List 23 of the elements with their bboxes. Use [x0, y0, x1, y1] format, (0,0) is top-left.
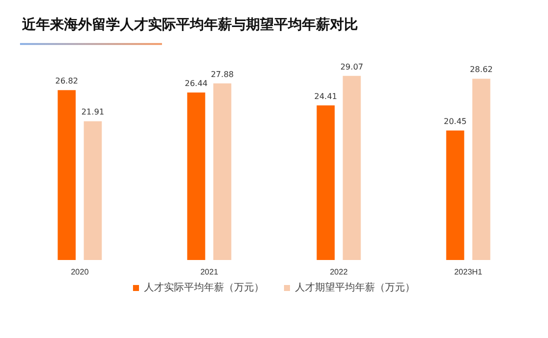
x-tick-label: 2020 — [70, 268, 90, 276]
bar — [187, 92, 206, 260]
x-tick-label: 2023H1 — [454, 268, 483, 276]
bar — [316, 105, 335, 260]
data-label: 27.88 — [210, 70, 234, 79]
bar — [213, 83, 232, 260]
data-label: 21.91 — [81, 108, 104, 117]
bar — [58, 90, 76, 260]
chart-title: 近年来海外留学人才实际平均年薪与期望平均年薪对比 — [22, 16, 358, 34]
data-label: 26.82 — [55, 76, 78, 86]
bar — [446, 130, 464, 260]
data-label: 24.41 — [314, 92, 338, 101]
bar — [342, 76, 361, 260]
legend-label: 人才期望平均年薪（万元） — [295, 282, 415, 294]
data-label: 26.44 — [184, 79, 208, 88]
bar — [472, 78, 490, 260]
data-label: 20.45 — [444, 116, 467, 126]
data-label: 29.07 — [340, 62, 364, 72]
data-label: 28.62 — [470, 65, 493, 74]
x-tick-label: 2021 — [200, 268, 219, 276]
bar — [84, 121, 102, 260]
legend-label: 人才实际平均年薪（万元） — [144, 282, 264, 294]
x-tick-label: 2022 — [330, 268, 348, 276]
